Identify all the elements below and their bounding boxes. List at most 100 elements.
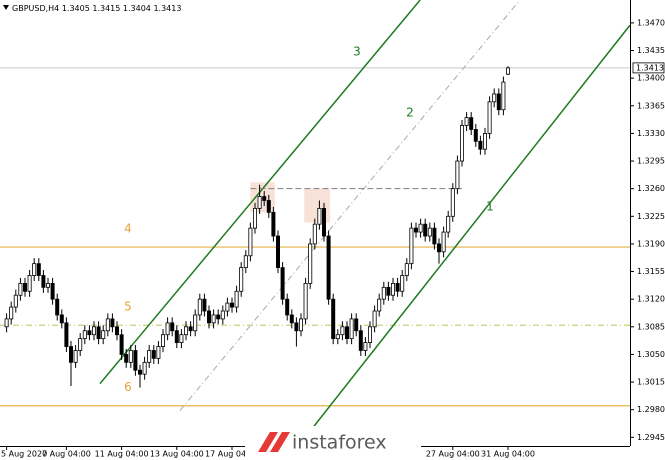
candle-body bbox=[142, 361, 147, 375]
candle-body bbox=[239, 267, 244, 292]
candle-body bbox=[418, 223, 423, 233]
candle-body bbox=[381, 286, 386, 300]
y-tick-label: 1.3330 bbox=[637, 129, 665, 138]
y-tick-label: 1.3365 bbox=[637, 101, 665, 110]
current-price-label: 1.3413 bbox=[636, 63, 664, 72]
candle-body bbox=[262, 196, 267, 201]
y-tick-label: 1.3295 bbox=[637, 157, 665, 166]
candle-body bbox=[105, 318, 110, 332]
x-tick-label: 13 Aug 04:00 bbox=[150, 450, 204, 459]
candle-body bbox=[197, 298, 202, 316]
candle-body bbox=[27, 275, 32, 292]
watermark-logo bbox=[270, 432, 290, 452]
candle-body bbox=[225, 302, 230, 312]
header-close: 1.3413 bbox=[153, 4, 181, 13]
candle-body bbox=[257, 196, 262, 209]
candle-body bbox=[78, 338, 83, 351]
candle-body bbox=[432, 227, 437, 245]
header-open: 1.3405 bbox=[62, 4, 90, 13]
chart-header: GBPUSD,H4 1.3405 1.3415 1.3404 1.3413 bbox=[12, 4, 181, 13]
y-tick-label: 1.3225 bbox=[637, 212, 665, 221]
candle-body bbox=[69, 346, 74, 363]
candle-body bbox=[446, 215, 451, 233]
candle-body bbox=[133, 350, 138, 371]
candle-body bbox=[505, 67, 510, 75]
candle-body bbox=[335, 334, 340, 340]
candle-body bbox=[211, 314, 216, 324]
candle-body bbox=[409, 227, 414, 265]
candle-body bbox=[229, 302, 234, 308]
candle-body bbox=[55, 298, 60, 316]
candle-body bbox=[340, 326, 345, 336]
trend-line bbox=[309, 24, 630, 432]
candle-body bbox=[46, 282, 51, 288]
candle-body bbox=[441, 231, 446, 253]
candle-body bbox=[165, 322, 170, 336]
candle-body bbox=[128, 350, 133, 363]
candle-body bbox=[275, 235, 280, 269]
y-tick-label: 1.3190 bbox=[637, 239, 665, 248]
watermark-box bbox=[245, 426, 421, 460]
candle-body bbox=[400, 275, 405, 292]
candle-body bbox=[174, 330, 179, 343]
candle-body bbox=[464, 117, 469, 126]
candle-body bbox=[183, 326, 188, 336]
candle-body bbox=[363, 342, 368, 351]
candle-body bbox=[179, 334, 184, 343]
candle-body bbox=[303, 282, 308, 320]
candle-body bbox=[73, 350, 78, 363]
candle-body bbox=[206, 310, 211, 324]
candle-body bbox=[358, 330, 363, 351]
candle-body bbox=[469, 117, 474, 130]
level-label: 6 bbox=[124, 380, 132, 394]
y-tick-label: 1.3050 bbox=[637, 350, 665, 359]
watermark-logo bbox=[258, 432, 278, 452]
candle-body bbox=[156, 346, 161, 359]
candle-body bbox=[344, 326, 349, 340]
candle-body bbox=[450, 188, 455, 217]
candle-body bbox=[96, 326, 101, 340]
candle-body bbox=[280, 267, 285, 300]
candle-body bbox=[216, 314, 221, 320]
candle-body bbox=[18, 282, 23, 296]
x-tick-label: 27 Aug 04:00 bbox=[426, 450, 480, 459]
y-tick-label: 1.3015 bbox=[637, 378, 665, 387]
candle-body bbox=[294, 322, 299, 332]
candle-body bbox=[473, 129, 478, 142]
symbol: GBPUSD,H4 bbox=[12, 4, 59, 13]
candle-body bbox=[32, 263, 37, 276]
candle-body bbox=[271, 211, 276, 237]
trend-line bbox=[179, 0, 521, 411]
watermark: instaforex bbox=[245, 426, 421, 460]
current-price-box bbox=[632, 62, 665, 74]
zone bbox=[304, 188, 330, 223]
candle-body bbox=[147, 350, 152, 363]
candle-body bbox=[482, 133, 487, 150]
candle-body bbox=[193, 314, 198, 332]
candle-body bbox=[321, 207, 326, 237]
candle-body bbox=[308, 243, 313, 284]
candle-body bbox=[478, 140, 483, 150]
x-tick-label: 11 Aug 04:00 bbox=[95, 450, 149, 459]
y-tick-label: 1.3260 bbox=[637, 184, 665, 193]
trend-label: 3 bbox=[353, 45, 361, 59]
x-tick-label: 7 Aug 04:00 bbox=[42, 450, 91, 459]
candle-body bbox=[13, 294, 18, 308]
candle-body bbox=[492, 93, 497, 103]
candle-body bbox=[459, 125, 464, 162]
candle-body bbox=[331, 298, 336, 340]
candle-body bbox=[41, 275, 46, 288]
candle-body bbox=[22, 282, 27, 292]
candle-body bbox=[298, 318, 303, 332]
candle-body bbox=[395, 282, 400, 292]
candle-body bbox=[455, 160, 460, 190]
candle-body bbox=[64, 322, 69, 347]
candle-body bbox=[266, 200, 271, 213]
candle-body bbox=[289, 314, 294, 324]
candle-body bbox=[151, 350, 156, 359]
candle-body bbox=[285, 298, 290, 316]
candle-body bbox=[427, 227, 432, 237]
x-tick-label: 31 Aug 04:00 bbox=[481, 450, 535, 459]
level-label: 4 bbox=[124, 222, 132, 236]
